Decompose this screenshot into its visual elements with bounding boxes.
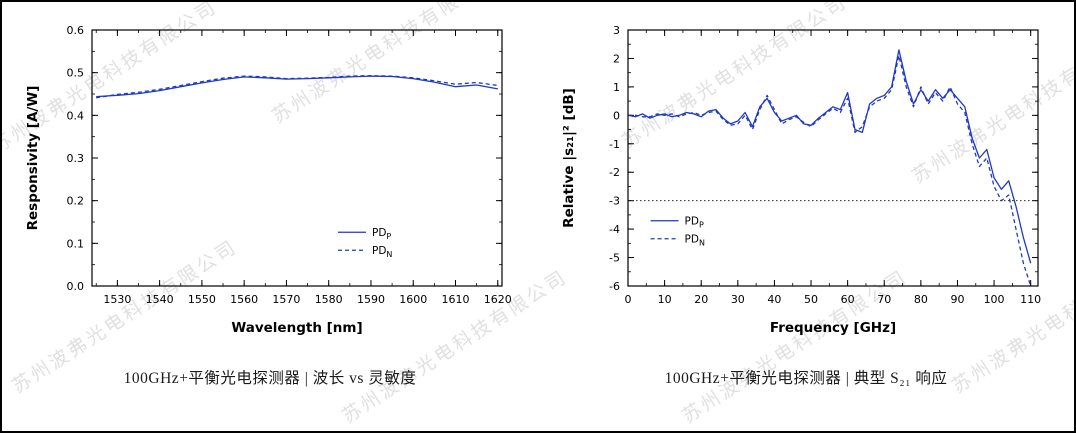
svg-text:0: 0 [613,109,620,122]
svg-text:20: 20 [694,293,708,306]
svg-text:PDN: PDN [372,245,392,259]
svg-text:-4: -4 [609,223,620,236]
svg-text:70: 70 [877,293,891,306]
svg-text:1620: 1620 [484,293,512,306]
svg-text:1560: 1560 [230,293,258,306]
svg-text:0: 0 [625,293,632,306]
svg-text:1590: 1590 [357,293,385,306]
svg-text:0.1: 0.1 [67,237,85,250]
svg-text:50: 50 [804,293,818,306]
svg-text:PDP: PDP [685,216,704,230]
svg-text:10: 10 [658,293,672,306]
svg-text:1610: 1610 [442,293,470,306]
svg-text:Relative |s₂₁|² [dB]: Relative |s₂₁|² [dB] [561,88,577,228]
responsivity-chart: 1530 1540 1550 1560 1570 1580 1590 1600 1610 1620… [25,24,512,336]
svg-text:0.4: 0.4 [67,109,85,122]
svg-text:Wavelength [nm]: Wavelength [nm] [231,320,362,336]
svg-text:-3: -3 [609,195,620,208]
svg-text:-2: -2 [609,166,620,179]
svg-text:Responsivity [A/W]: Responsivity [A/W] [25,86,41,231]
s21-caption: 100GHz+平衡光电探测器 | 典型 S₂₁ 响应 [664,370,948,387]
s21-panel: 0 10 20 30 40 50 60 70 80 90 100 110 -6 -5 -4 -3 -2 -1 0 1 2… [538,2,1074,431]
svg-text:0.3: 0.3 [67,152,85,165]
svg-text:40: 40 [767,293,781,306]
svg-text:PDP: PDP [372,227,391,241]
svg-text:1550: 1550 [188,293,216,306]
svg-text:2: 2 [613,52,620,65]
svg-text:0.0: 0.0 [67,280,85,293]
responsivity-panel: 1530 1540 1550 1560 1570 1580 1590 1600 1610 1620… [2,2,538,431]
s21-chart: 0 10 20 30 40 50 60 70 80 90 100 110 -6 -5 -4 -3 -2 -1 0 1 2… [561,24,1041,336]
svg-text:100: 100 [984,293,1005,306]
svg-text:1540: 1540 [146,293,174,306]
svg-text:1580: 1580 [315,293,343,306]
svg-text:30: 30 [731,293,745,306]
svg-text:110: 110 [1020,293,1041,306]
svg-text:60: 60 [841,293,855,306]
svg-text:-1: -1 [609,138,620,151]
responsivity-caption: 100GHz+平衡光电探测器 | 波长 vs 灵敏度 [123,370,417,387]
svg-text:1: 1 [613,81,620,94]
svg-text:3: 3 [613,24,620,37]
svg-text:0.6: 0.6 [67,24,85,37]
svg-text:1600: 1600 [399,293,427,306]
svg-text:90: 90 [950,293,964,306]
svg-text:-6: -6 [609,280,620,293]
svg-text:-5: -5 [609,252,620,265]
svg-text:Frequency [GHz]: Frequency [GHz] [770,320,896,336]
svg-text:PDN: PDN [685,234,705,248]
svg-text:0.2: 0.2 [67,195,85,208]
svg-text:80: 80 [914,293,928,306]
svg-text:1530: 1530 [103,293,131,306]
svg-text:1570: 1570 [272,293,300,306]
svg-text:0.5: 0.5 [67,67,85,80]
